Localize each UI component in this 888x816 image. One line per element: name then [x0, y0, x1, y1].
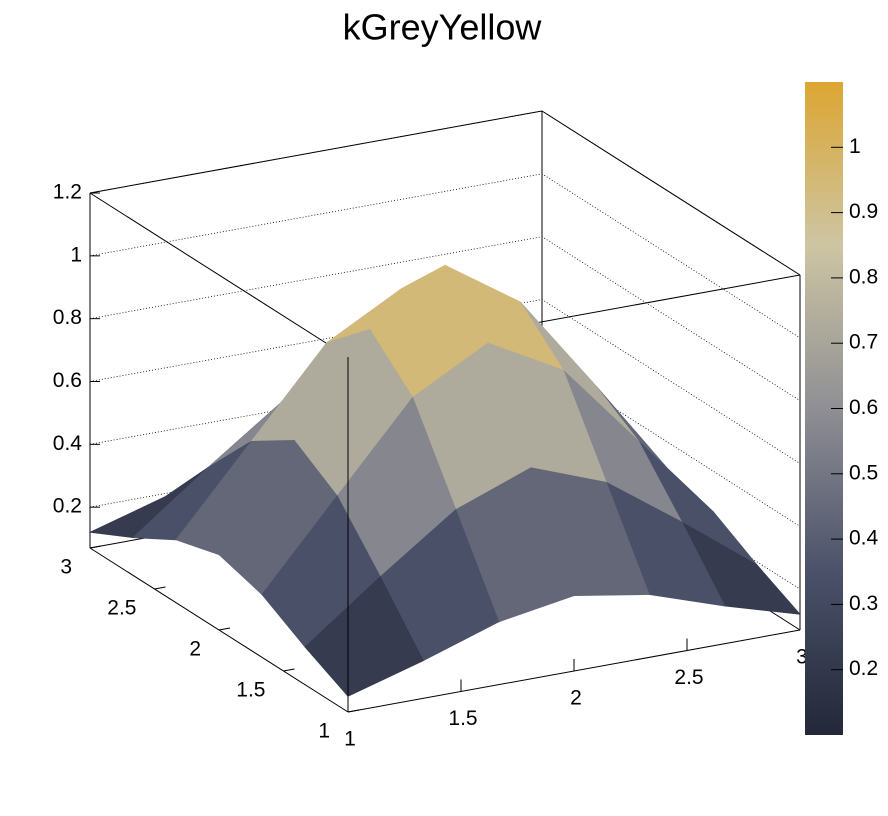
grid-line	[89, 110, 801, 276]
colorbar-tick-label: 0.4	[849, 527, 879, 550]
colorbar-tick-label: 0.3	[849, 592, 878, 615]
y-tick	[154, 586, 166, 590]
x-tick-label: 2	[570, 687, 582, 710]
grid-line	[89, 299, 801, 464]
x-tick-label: 3	[796, 646, 808, 669]
box-edge	[89, 192, 349, 358]
y-tick	[218, 627, 231, 631]
z-tick-label: 1.2	[53, 181, 82, 204]
z-tick-label: 0.8	[53, 306, 82, 329]
colorbar-tick-label: 1	[849, 135, 861, 158]
colorbar-tick-label: 0.8	[849, 265, 878, 288]
y-tick	[347, 709, 360, 713]
x-tick-label: 1	[344, 728, 356, 751]
x-tick-label: 2.5	[674, 666, 703, 689]
y-tick-label: 1	[318, 720, 330, 743]
z-tick-label: 0.6	[53, 369, 82, 392]
grid-line	[89, 236, 801, 402]
colorbar-tick-label: 0.6	[849, 396, 878, 419]
y-tick-label: 2	[189, 638, 201, 661]
y-tick-label: 1.5	[236, 679, 265, 702]
y-tick-label: 3	[60, 556, 72, 579]
surface-cell	[304, 576, 424, 697]
z-tick-label: 0.4	[53, 432, 83, 455]
y-tick	[283, 668, 295, 672]
colorbar-tick-label: 0.9	[849, 200, 878, 223]
x-tick-label: 1.5	[448, 707, 477, 730]
z-tick-label: 1	[70, 243, 82, 266]
colorbar-tick-label: 0.5	[849, 461, 878, 484]
y-tick	[89, 545, 102, 549]
box-edge	[89, 110, 543, 194]
chart-title: kGreyYellow	[343, 7, 543, 48]
z-tick-label: 0.2	[53, 495, 82, 518]
y-tick-label: 2.5	[107, 597, 136, 620]
grid-line	[89, 173, 801, 339]
colorbar-tick-label: 0.2	[849, 657, 878, 680]
colorbar-tick-label: 0.7	[849, 331, 878, 354]
